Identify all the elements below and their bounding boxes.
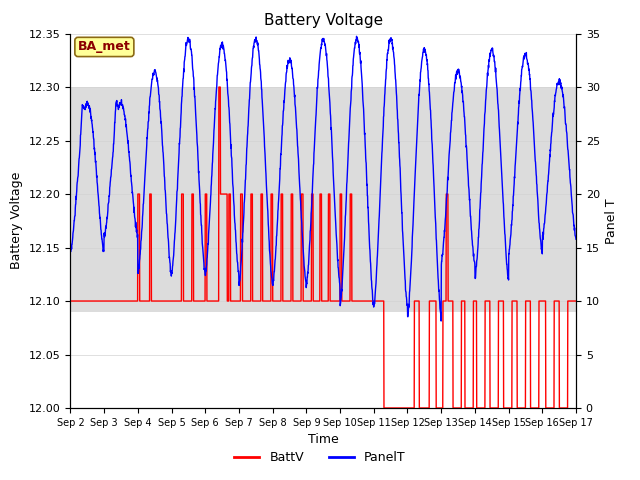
Y-axis label: Panel T: Panel T [605, 198, 618, 244]
Legend: BattV, PanelT: BattV, PanelT [229, 446, 411, 469]
Bar [70, 87, 576, 312]
Y-axis label: Battery Voltage: Battery Voltage [10, 172, 23, 269]
X-axis label: Time: Time [308, 433, 339, 446]
Text: BA_met: BA_met [78, 40, 131, 53]
Title: Battery Voltage: Battery Voltage [264, 13, 383, 28]
